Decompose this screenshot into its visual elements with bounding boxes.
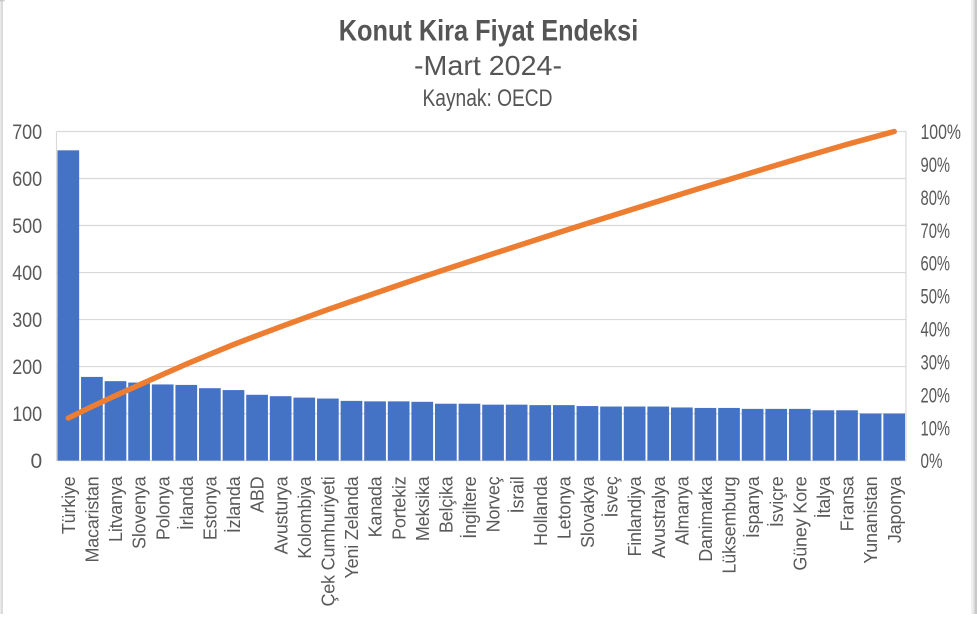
svg-text:600: 600 bbox=[12, 168, 42, 191]
svg-text:Lüksemburg: Lüksemburg bbox=[720, 477, 740, 574]
svg-text:Finlandiya: Finlandiya bbox=[625, 475, 645, 556]
svg-text:Meksika: Meksika bbox=[413, 475, 433, 541]
svg-text:İsrail: İsrail bbox=[507, 477, 527, 514]
svg-text:Türkiye: Türkiye bbox=[59, 476, 79, 534]
svg-text:0%: 0% bbox=[921, 450, 943, 473]
svg-text:40%: 40% bbox=[921, 319, 951, 342]
svg-text:10%: 10% bbox=[921, 417, 951, 440]
svg-text:Hollanda: Hollanda bbox=[531, 475, 551, 546]
svg-text:Kolombiya: Kolombiya bbox=[295, 475, 315, 558]
svg-text:Fransa: Fransa bbox=[838, 475, 858, 531]
svg-text:700: 700 bbox=[12, 121, 42, 144]
svg-text:İngiltere: İngiltere bbox=[460, 476, 480, 538]
svg-text:Avusturya: Avusturya bbox=[271, 475, 291, 554]
svg-text:500: 500 bbox=[12, 215, 42, 238]
svg-text:Portekiz: Portekiz bbox=[389, 476, 409, 540]
svg-text:Litvanya: Litvanya bbox=[106, 475, 126, 542]
svg-text:300: 300 bbox=[12, 309, 42, 332]
svg-text:Çek Cumhuriyeti: Çek Cumhuriyeti bbox=[318, 477, 338, 607]
svg-text:Japonya: Japonya bbox=[885, 475, 905, 543]
svg-text:400: 400 bbox=[12, 262, 42, 285]
svg-text:İtalya: İtalya bbox=[814, 475, 834, 518]
svg-text:100%: 100% bbox=[921, 121, 962, 144]
svg-text:Belçika: Belçika bbox=[436, 475, 456, 533]
svg-text:30%: 30% bbox=[921, 351, 951, 374]
svg-text:100: 100 bbox=[12, 403, 42, 426]
svg-text:ABD: ABD bbox=[248, 476, 268, 513]
svg-text:Almanya: Almanya bbox=[672, 475, 692, 545]
svg-text:İsveç: İsveç bbox=[602, 476, 622, 517]
svg-text:90%: 90% bbox=[921, 154, 951, 177]
svg-text:Slovakya: Slovakya bbox=[578, 475, 598, 548]
svg-text:20%: 20% bbox=[921, 384, 951, 407]
svg-text:Estonya: Estonya bbox=[200, 475, 220, 540]
svg-text:Polonya: Polonya bbox=[153, 475, 173, 540]
svg-text:İrlanda: İrlanda bbox=[177, 475, 197, 530]
svg-text:Kaynak: OECD: Kaynak: OECD bbox=[423, 86, 553, 112]
svg-text:50%: 50% bbox=[921, 286, 951, 309]
svg-text:İsviçre: İsviçre bbox=[767, 476, 787, 527]
svg-text:Letonya: Letonya bbox=[554, 475, 574, 539]
svg-text:İzlanda: İzlanda bbox=[224, 475, 244, 533]
svg-text:60%: 60% bbox=[921, 253, 951, 276]
svg-text:70%: 70% bbox=[921, 220, 951, 243]
svg-text:Macaristan: Macaristan bbox=[83, 477, 103, 563]
svg-text:Güney Kore: Güney Kore bbox=[790, 476, 810, 570]
svg-text:Kanada: Kanada bbox=[366, 475, 386, 537]
svg-text:200: 200 bbox=[12, 356, 42, 379]
svg-text:0: 0 bbox=[31, 450, 43, 473]
svg-text:80%: 80% bbox=[921, 187, 951, 210]
svg-text:Yunanistan: Yunanistan bbox=[861, 477, 881, 564]
svg-text:İspanya: İspanya bbox=[743, 475, 763, 538]
svg-text:Yeni Zelanda: Yeni Zelanda bbox=[342, 475, 362, 578]
svg-text:Slovenya: Slovenya bbox=[130, 475, 150, 549]
svg-text:Konut Kira Fiyat Endeksi: Konut Kira Fiyat Endeksi bbox=[339, 15, 639, 48]
svg-text:Avustralya: Avustralya bbox=[649, 475, 669, 558]
svg-text:Norveç: Norveç bbox=[484, 476, 504, 532]
svg-text:-Mart 2024-: -Mart 2024- bbox=[414, 50, 562, 81]
svg-text:Danimarka: Danimarka bbox=[696, 475, 716, 561]
